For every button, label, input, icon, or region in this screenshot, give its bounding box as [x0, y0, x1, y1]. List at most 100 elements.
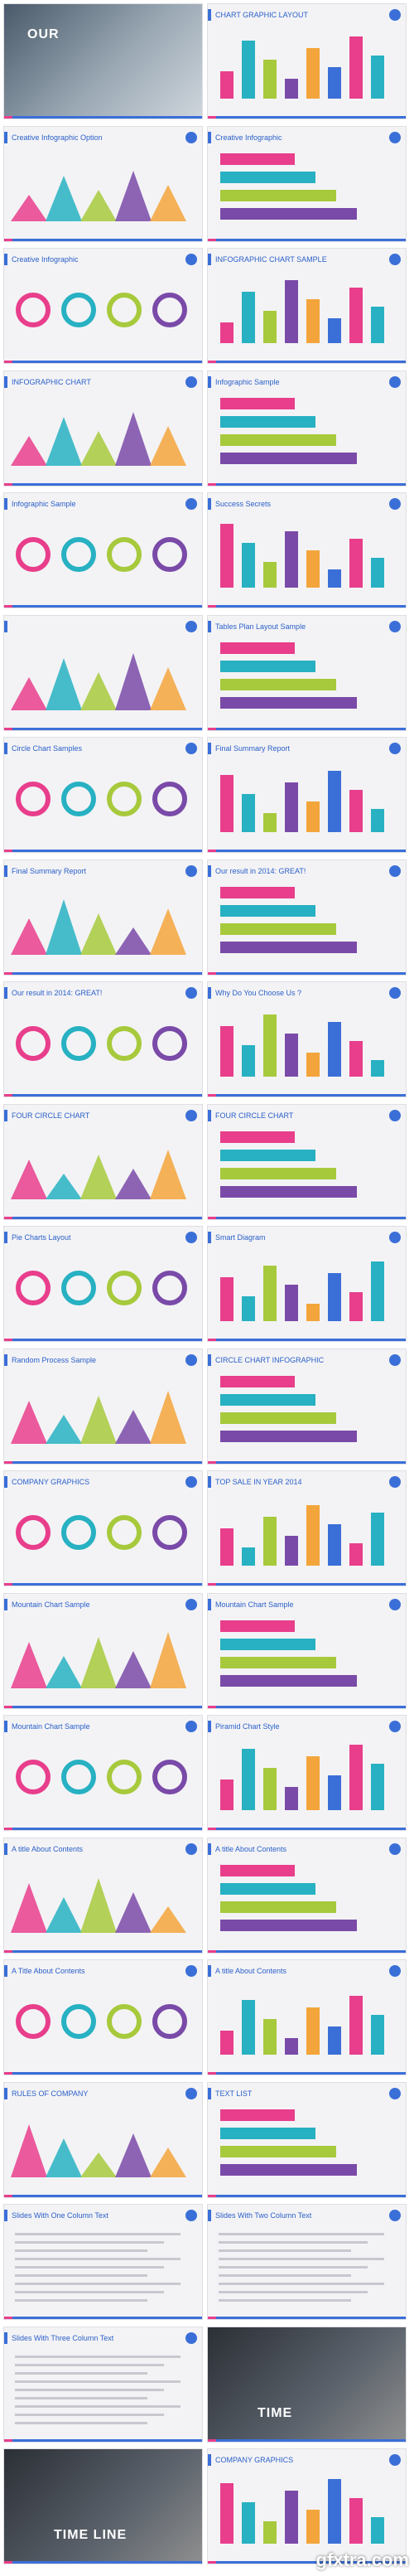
- slide-thumbnail[interactable]: Our result in 2014: GREAT!: [3, 981, 203, 1097]
- slide-thumbnail[interactable]: Success Secrets: [207, 492, 407, 608]
- slide-graphic: [220, 1996, 384, 2055]
- slide-thumbnail[interactable]: Infographic Sample: [207, 370, 407, 487]
- slide-thumbnail[interactable]: OUR: [3, 3, 203, 119]
- bar-graphic: [371, 1513, 384, 1566]
- slide-thumbnail[interactable]: Random Process Sample: [3, 1348, 203, 1465]
- text-line: [219, 2283, 384, 2285]
- slide-graphic: [11, 1390, 186, 1444]
- slide-thumbnail[interactable]: Slides With Two Column Text: [207, 2204, 407, 2320]
- slide-thumbnail[interactable]: Creative Infographic: [3, 248, 203, 364]
- slide-thumbnail[interactable]: RULES OF COMPANY: [3, 2081, 203, 2198]
- slide-graphic: [11, 411, 186, 466]
- title-accent-bar: [208, 1842, 211, 1855]
- bar-graphic: [328, 1273, 341, 1321]
- ring-graphic: [61, 1515, 96, 1550]
- slide-title: Creative Infographic: [12, 255, 79, 264]
- slide-thumbnail[interactable]: TOP SALE IN YEAR 2014: [207, 1470, 407, 1586]
- slide-thumbnail[interactable]: Our result in 2014: GREAT!: [207, 859, 407, 976]
- band-graphic: [220, 2109, 295, 2121]
- slide-thumbnail[interactable]: Tables Plan Layout Sample: [207, 614, 407, 731]
- slide-title: Pie Charts Layout: [12, 1233, 71, 1242]
- slide-thumbnail[interactable]: Circle Chart Samples: [3, 737, 203, 853]
- slide-graphic: [16, 1515, 187, 1550]
- slide-title: Infographic Sample: [215, 377, 280, 386]
- slide-thumbnail[interactable]: INFOGRAPHIC CHART SAMPLE: [207, 248, 407, 364]
- slide-thumbnail[interactable]: TIME LINE: [3, 2448, 203, 2564]
- band-graphic: [220, 678, 336, 690]
- bar-graphic: [285, 1034, 298, 1077]
- bar-graphic: [328, 1022, 341, 1077]
- band-graphic: [220, 2145, 336, 2157]
- band-graphic: [220, 1864, 295, 1876]
- slide-footer-bar: [4, 238, 202, 241]
- slide-footer-bar: [208, 1949, 406, 1953]
- title-accent-bar: [208, 1476, 211, 1488]
- slide-thumbnail[interactable]: Creative Infographic Option: [3, 125, 203, 242]
- slide-thumbnail[interactable]: A title About Contents: [207, 1959, 407, 2075]
- mountain-graphic: [150, 666, 186, 710]
- slide-thumbnail[interactable]: Pie Charts Layout: [3, 1226, 203, 1342]
- title-accent-bar: [208, 864, 211, 877]
- slide-footer-bar: [208, 1705, 406, 1708]
- text-line: [15, 2404, 181, 2408]
- bar-graphic: [220, 2483, 233, 2544]
- slide-thumbnail[interactable]: Infographic Sample: [3, 492, 203, 608]
- slide-footer-bar: [208, 1828, 406, 1830]
- bar-graphic: [285, 280, 298, 343]
- bar-graphic: [220, 1528, 233, 1566]
- bar-graphic: [285, 79, 298, 99]
- slide-thumbnail[interactable]: Why Do You Choose Us ?: [207, 981, 407, 1097]
- slide-footer-bar: [208, 482, 406, 486]
- ring-graphic: [16, 2004, 51, 2039]
- slide-thumbnail[interactable]: CHART GRAPHIC LAYOUT: [207, 3, 407, 119]
- bar-graphic: [371, 1060, 384, 1077]
- slide-thumbnail[interactable]: A title About Contents: [3, 1837, 203, 1954]
- slide-title: COMPANY GRAPHICS: [215, 2456, 294, 2464]
- slide-title: Our result in 2014: GREAT!: [12, 989, 103, 997]
- slide-thumbnail[interactable]: COMPANY GRAPHICS: [207, 2448, 407, 2564]
- slide-thumbnail[interactable]: Final Summary Report: [3, 859, 203, 976]
- slide-footer-bar: [4, 1094, 202, 1097]
- text-line: [15, 2355, 181, 2358]
- slide-thumbnail[interactable]: TEXT LIST: [207, 2081, 407, 2198]
- slide-thumbnail[interactable]: Slides With Three Column Text: [3, 2326, 203, 2443]
- text-line: [15, 2233, 181, 2235]
- mountain-graphic: [46, 657, 82, 710]
- mountain-graphic: [115, 652, 152, 710]
- slide-thumbnail[interactable]: Mountain Chart Sample: [3, 1715, 203, 1831]
- bar-graphic: [306, 1756, 320, 1810]
- slide-thumbnail[interactable]: Creative Infographic: [207, 125, 407, 242]
- logo-icon: [185, 743, 197, 754]
- slide-thumbnail[interactable]: COMPANY GRAPHICS: [3, 1470, 203, 1586]
- slide-thumbnail[interactable]: FOUR CIRCLE CHART: [3, 1103, 203, 1220]
- slide-thumbnail[interactable]: TIME: [207, 2326, 407, 2443]
- band-graphic: [220, 415, 315, 428]
- slide-thumbnail[interactable]: CIRCLE CHART INFOGRAPHIC: [207, 1348, 407, 1465]
- bar-graphic: [220, 524, 233, 588]
- slide-thumbnail[interactable]: Mountain Chart Sample: [3, 1592, 203, 1709]
- bar-graphic: [371, 2517, 384, 2544]
- text-line: [15, 2421, 147, 2424]
- slide-thumbnail[interactable]: Mountain Chart Sample: [207, 1592, 407, 1709]
- title-accent-bar: [208, 1721, 211, 1732]
- mountain-graphic: [11, 435, 47, 466]
- slide-thumbnail[interactable]: Final Summary Report: [207, 737, 407, 853]
- slide-footer-bar: [208, 2072, 406, 2075]
- slide-thumbnail[interactable]: Slides With One Column Text: [3, 2204, 203, 2320]
- logo-icon: [389, 2454, 401, 2466]
- slide-thumbnail[interactable]: FOUR CIRCLE CHART: [207, 1103, 407, 1220]
- slide-thumbnail[interactable]: Piramid Chart Style: [207, 1715, 407, 1831]
- slide-graphic: [220, 1620, 357, 1687]
- slide-thumbnail[interactable]: INFOGRAPHIC CHART: [3, 370, 203, 487]
- title-accent-bar: [4, 254, 7, 265]
- slide-thumbnail[interactable]: [3, 614, 203, 731]
- ring-graphic: [107, 293, 142, 327]
- slide-thumbnail[interactable]: A Title About Contents: [3, 1959, 203, 2075]
- mountain-graphic: [115, 411, 152, 466]
- title-accent-bar: [208, 2454, 211, 2466]
- ring-graphic: [152, 1026, 187, 1061]
- title-accent-bar: [208, 131, 211, 143]
- bar-graphic: [263, 1266, 277, 1321]
- slide-thumbnail[interactable]: A title About Contents: [207, 1837, 407, 1954]
- slide-thumbnail[interactable]: Smart Diagram: [207, 1226, 407, 1342]
